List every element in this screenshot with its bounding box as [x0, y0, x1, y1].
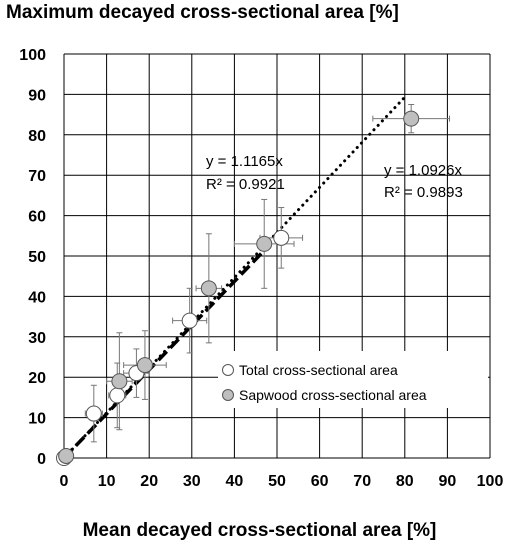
- trendline-total: [62, 95, 407, 460]
- x-tick-label: 90: [439, 473, 457, 490]
- point-sapwood: [403, 110, 420, 127]
- point-sapwood: [256, 235, 273, 252]
- point-total: [85, 405, 102, 422]
- y-tick-label: 90: [28, 87, 46, 104]
- x-tick-label: 30: [183, 473, 201, 490]
- trendlines: [62, 95, 407, 460]
- y-tick-label: 50: [28, 249, 46, 266]
- x-tick-label: 80: [396, 473, 414, 490]
- y-tick-label: 70: [28, 168, 46, 185]
- y-tick-label: 10: [28, 411, 46, 428]
- x-tick-label: 70: [353, 473, 371, 490]
- point-total: [181, 312, 198, 329]
- legend-marker-sapwood: [222, 389, 234, 401]
- point-sapwood: [58, 447, 75, 464]
- y-tick-label: 80: [28, 128, 46, 145]
- y-tick-label: 100: [19, 47, 46, 64]
- legend-label-total: Total cross-sectional area: [239, 362, 398, 378]
- x-tick-label: 0: [60, 473, 69, 490]
- y-tick-label: 60: [28, 209, 46, 226]
- x-tick-label: 20: [140, 473, 158, 490]
- y-axis-title: Maximum decayed cross-sectional area [%]: [6, 2, 399, 23]
- total-trend-r2: R² = 0.9921: [206, 176, 285, 193]
- legend-marker-total: [222, 364, 234, 376]
- y-tick-label: 40: [28, 289, 46, 306]
- x-tick-label: 40: [226, 473, 244, 490]
- tick-labels: 0 10 20 30 40 50 60 70 80 90 100 0 10 20 30 40 50 60 70 80 9…: [19, 47, 503, 490]
- x-tick-label: 50: [268, 473, 286, 490]
- sapwood-trend-equation: y = 1.0926x: [384, 162, 462, 179]
- y-tick-label: 30: [28, 330, 46, 347]
- y-tick-label: 0: [37, 451, 46, 468]
- total-trend-equation: y = 1.1165x: [206, 153, 283, 170]
- data-points: [56, 110, 420, 466]
- y-tick-label: 20: [28, 370, 46, 387]
- legend: Total cross-sectional area Sapwood cross…: [218, 351, 488, 408]
- x-tick-label: 60: [311, 473, 329, 490]
- point-total: [109, 387, 126, 404]
- legend-label-sapwood: Sapwood cross-sectional area: [239, 387, 427, 403]
- point-total: [273, 229, 290, 246]
- point-sapwood: [200, 280, 217, 297]
- point-sapwood: [136, 357, 153, 374]
- x-tick-label: 10: [98, 473, 116, 490]
- trendline-sapwood: [62, 244, 270, 460]
- point-sapwood: [111, 373, 128, 390]
- sapwood-trend-r2: R² = 0.9893: [384, 184, 463, 201]
- x-axis-title: Mean decayed cross-sectional area [%]: [82, 520, 437, 541]
- x-tick-label: 100: [477, 473, 504, 490]
